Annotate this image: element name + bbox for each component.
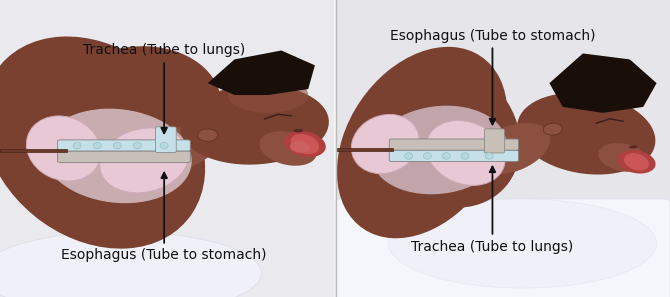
Ellipse shape bbox=[485, 153, 493, 159]
FancyBboxPatch shape bbox=[484, 129, 505, 153]
Ellipse shape bbox=[137, 122, 225, 175]
FancyBboxPatch shape bbox=[336, 0, 670, 297]
Ellipse shape bbox=[351, 114, 419, 174]
Text: Trachea (Tube to lungs): Trachea (Tube to lungs) bbox=[83, 43, 245, 133]
FancyBboxPatch shape bbox=[0, 148, 67, 152]
Ellipse shape bbox=[26, 116, 101, 181]
Ellipse shape bbox=[259, 131, 317, 166]
Ellipse shape bbox=[0, 232, 261, 297]
Ellipse shape bbox=[475, 123, 550, 174]
Ellipse shape bbox=[43, 109, 192, 203]
Ellipse shape bbox=[426, 121, 505, 185]
Ellipse shape bbox=[617, 150, 656, 173]
Ellipse shape bbox=[389, 199, 657, 288]
FancyBboxPatch shape bbox=[389, 150, 519, 162]
FancyBboxPatch shape bbox=[389, 139, 519, 150]
FancyBboxPatch shape bbox=[336, 148, 393, 151]
Ellipse shape bbox=[405, 153, 413, 159]
FancyBboxPatch shape bbox=[58, 151, 190, 162]
Ellipse shape bbox=[100, 128, 188, 193]
Ellipse shape bbox=[133, 142, 141, 149]
Ellipse shape bbox=[598, 143, 648, 172]
FancyBboxPatch shape bbox=[335, 199, 670, 297]
Ellipse shape bbox=[198, 129, 218, 141]
Ellipse shape bbox=[629, 146, 637, 148]
Ellipse shape bbox=[46, 46, 222, 179]
Ellipse shape bbox=[371, 106, 507, 194]
Ellipse shape bbox=[461, 153, 469, 159]
Ellipse shape bbox=[113, 142, 121, 149]
Ellipse shape bbox=[423, 153, 431, 159]
Ellipse shape bbox=[93, 142, 101, 149]
Ellipse shape bbox=[228, 77, 308, 113]
Ellipse shape bbox=[442, 153, 450, 159]
Ellipse shape bbox=[0, 37, 205, 249]
Ellipse shape bbox=[337, 47, 507, 238]
Ellipse shape bbox=[517, 93, 655, 175]
Text: Trachea (Tube to lungs): Trachea (Tube to lungs) bbox=[411, 167, 574, 254]
Text: Esophagus (Tube to stomach): Esophagus (Tube to stomach) bbox=[390, 29, 595, 124]
Ellipse shape bbox=[160, 142, 168, 149]
Ellipse shape bbox=[624, 153, 649, 170]
Ellipse shape bbox=[371, 60, 521, 208]
FancyBboxPatch shape bbox=[155, 127, 176, 152]
Ellipse shape bbox=[543, 123, 562, 135]
Polygon shape bbox=[549, 53, 657, 113]
FancyBboxPatch shape bbox=[0, 0, 334, 297]
Ellipse shape bbox=[73, 142, 81, 149]
Polygon shape bbox=[208, 50, 315, 95]
Text: Esophagus (Tube to stomach): Esophagus (Tube to stomach) bbox=[62, 173, 267, 263]
Ellipse shape bbox=[284, 131, 326, 157]
Ellipse shape bbox=[290, 141, 310, 153]
FancyBboxPatch shape bbox=[58, 140, 190, 151]
Ellipse shape bbox=[180, 85, 329, 165]
Ellipse shape bbox=[291, 134, 319, 154]
Ellipse shape bbox=[293, 129, 303, 132]
